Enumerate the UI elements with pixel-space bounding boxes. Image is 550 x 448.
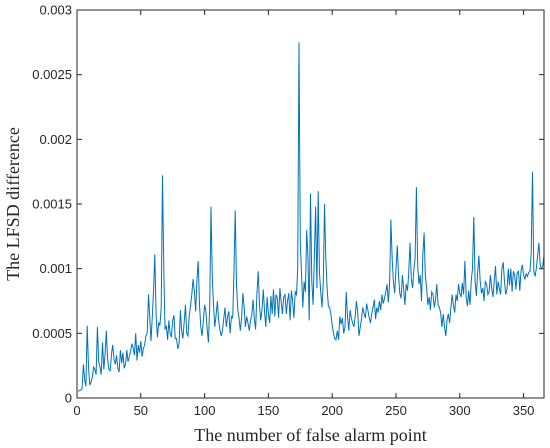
x-tick-label: 100 — [194, 403, 216, 418]
x-tick-label: 150 — [258, 403, 280, 418]
y-axis-ticks: 0 0.0005 0.001 0.0015 0.002 0.0025 0.003 — [32, 3, 544, 406]
y-tick-label: 0.0015 — [32, 197, 72, 212]
y-tick-label: 0.003 — [39, 3, 72, 18]
y-tick-label: 0 — [65, 391, 72, 406]
x-tick-label: 250 — [385, 403, 407, 418]
y-tick-label: 0.001 — [39, 261, 72, 276]
y-tick-label: 0.0005 — [32, 326, 72, 341]
series-line — [77, 42, 545, 392]
x-tick-label: 300 — [449, 403, 471, 418]
x-axis-label: The number of false alarm point — [194, 425, 426, 445]
x-tick-label: 350 — [513, 403, 535, 418]
y-axis-label: The LFSD difference — [3, 127, 23, 281]
x-tick-label: 200 — [321, 403, 343, 418]
x-tick-label: 0 — [73, 403, 80, 418]
plot-area-frame — [76, 9, 545, 399]
y-tick-label: 0.002 — [39, 132, 72, 147]
x-axis-ticks: 0 50 100 150 200 250 300 350 — [73, 10, 534, 418]
x-tick-label: 50 — [134, 403, 148, 418]
y-tick-label: 0.0025 — [32, 67, 72, 82]
